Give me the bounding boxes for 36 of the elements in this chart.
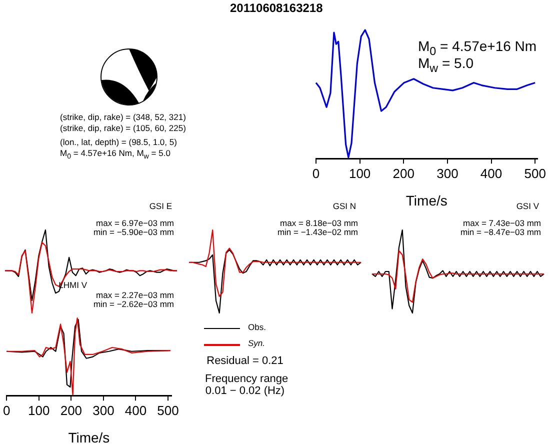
x-tick-label: 300: [92, 402, 114, 418]
legend-label: Obs.: [248, 322, 266, 332]
chart-title: GSI N: [332, 201, 356, 212]
x-tick-label: 400: [480, 166, 502, 181]
legend-label: Syn.: [248, 338, 266, 348]
text: (strike, dip, rake) = (105, 60, 225): [60, 123, 186, 134]
x-tick-label: 200: [60, 402, 82, 418]
text: M$_{0}$ = 4.57e+16 Nm, M$_{w}$ = 5.0: [60, 148, 170, 162]
x-tick-label: 400: [124, 402, 147, 418]
x-axis-title: Time/s: [406, 192, 448, 208]
text: max = 7.43e−03 mm: [463, 218, 541, 228]
x-tick-label: 0: [3, 402, 10, 418]
text: max = 8.18e−03 mm: [280, 218, 358, 228]
x-tick-label: 200: [392, 166, 414, 181]
text: Frequency range 0.01 − 0.02 (Hz): [205, 373, 288, 398]
annotation: min = −8.47e−03 mm: [460, 227, 541, 238]
annotation: min = −1.43e−02 mm: [277, 227, 358, 238]
chart-title: GSI E: [149, 201, 172, 212]
text: (strike, dip, rake) = (348, 52, 321): [60, 112, 186, 122]
annotation: M$_{0}$ = 4.57e+16 Nm: [418, 38, 537, 58]
annotation: min = −2.62e−03 mm: [93, 299, 174, 310]
annotation: max = 2.27e−03 mm: [96, 290, 174, 300]
annotation: min = −5.90e−03 mm: [93, 227, 174, 238]
x-tick-label: 100: [348, 166, 371, 181]
chart-title: GSI V: [516, 201, 539, 212]
x-tick-label: 0: [312, 166, 320, 181]
text: Residual = 0.21: [206, 355, 284, 368]
x-tick-label: 500: [157, 402, 179, 418]
text: 20110608163218: [230, 1, 323, 16]
text: max = 6.97e−03 mm: [96, 218, 174, 228]
text: (lon., lat, depth) = (98.5, 1.0, 5): [60, 137, 177, 148]
x-tick-label: 100: [28, 402, 50, 418]
annotation: M$_{w}$ = 5.0: [418, 55, 474, 76]
x-tick-label: 300: [436, 166, 458, 181]
x-tick-label: 500: [524, 166, 546, 181]
x-axis-title: Time/s: [68, 429, 110, 446]
